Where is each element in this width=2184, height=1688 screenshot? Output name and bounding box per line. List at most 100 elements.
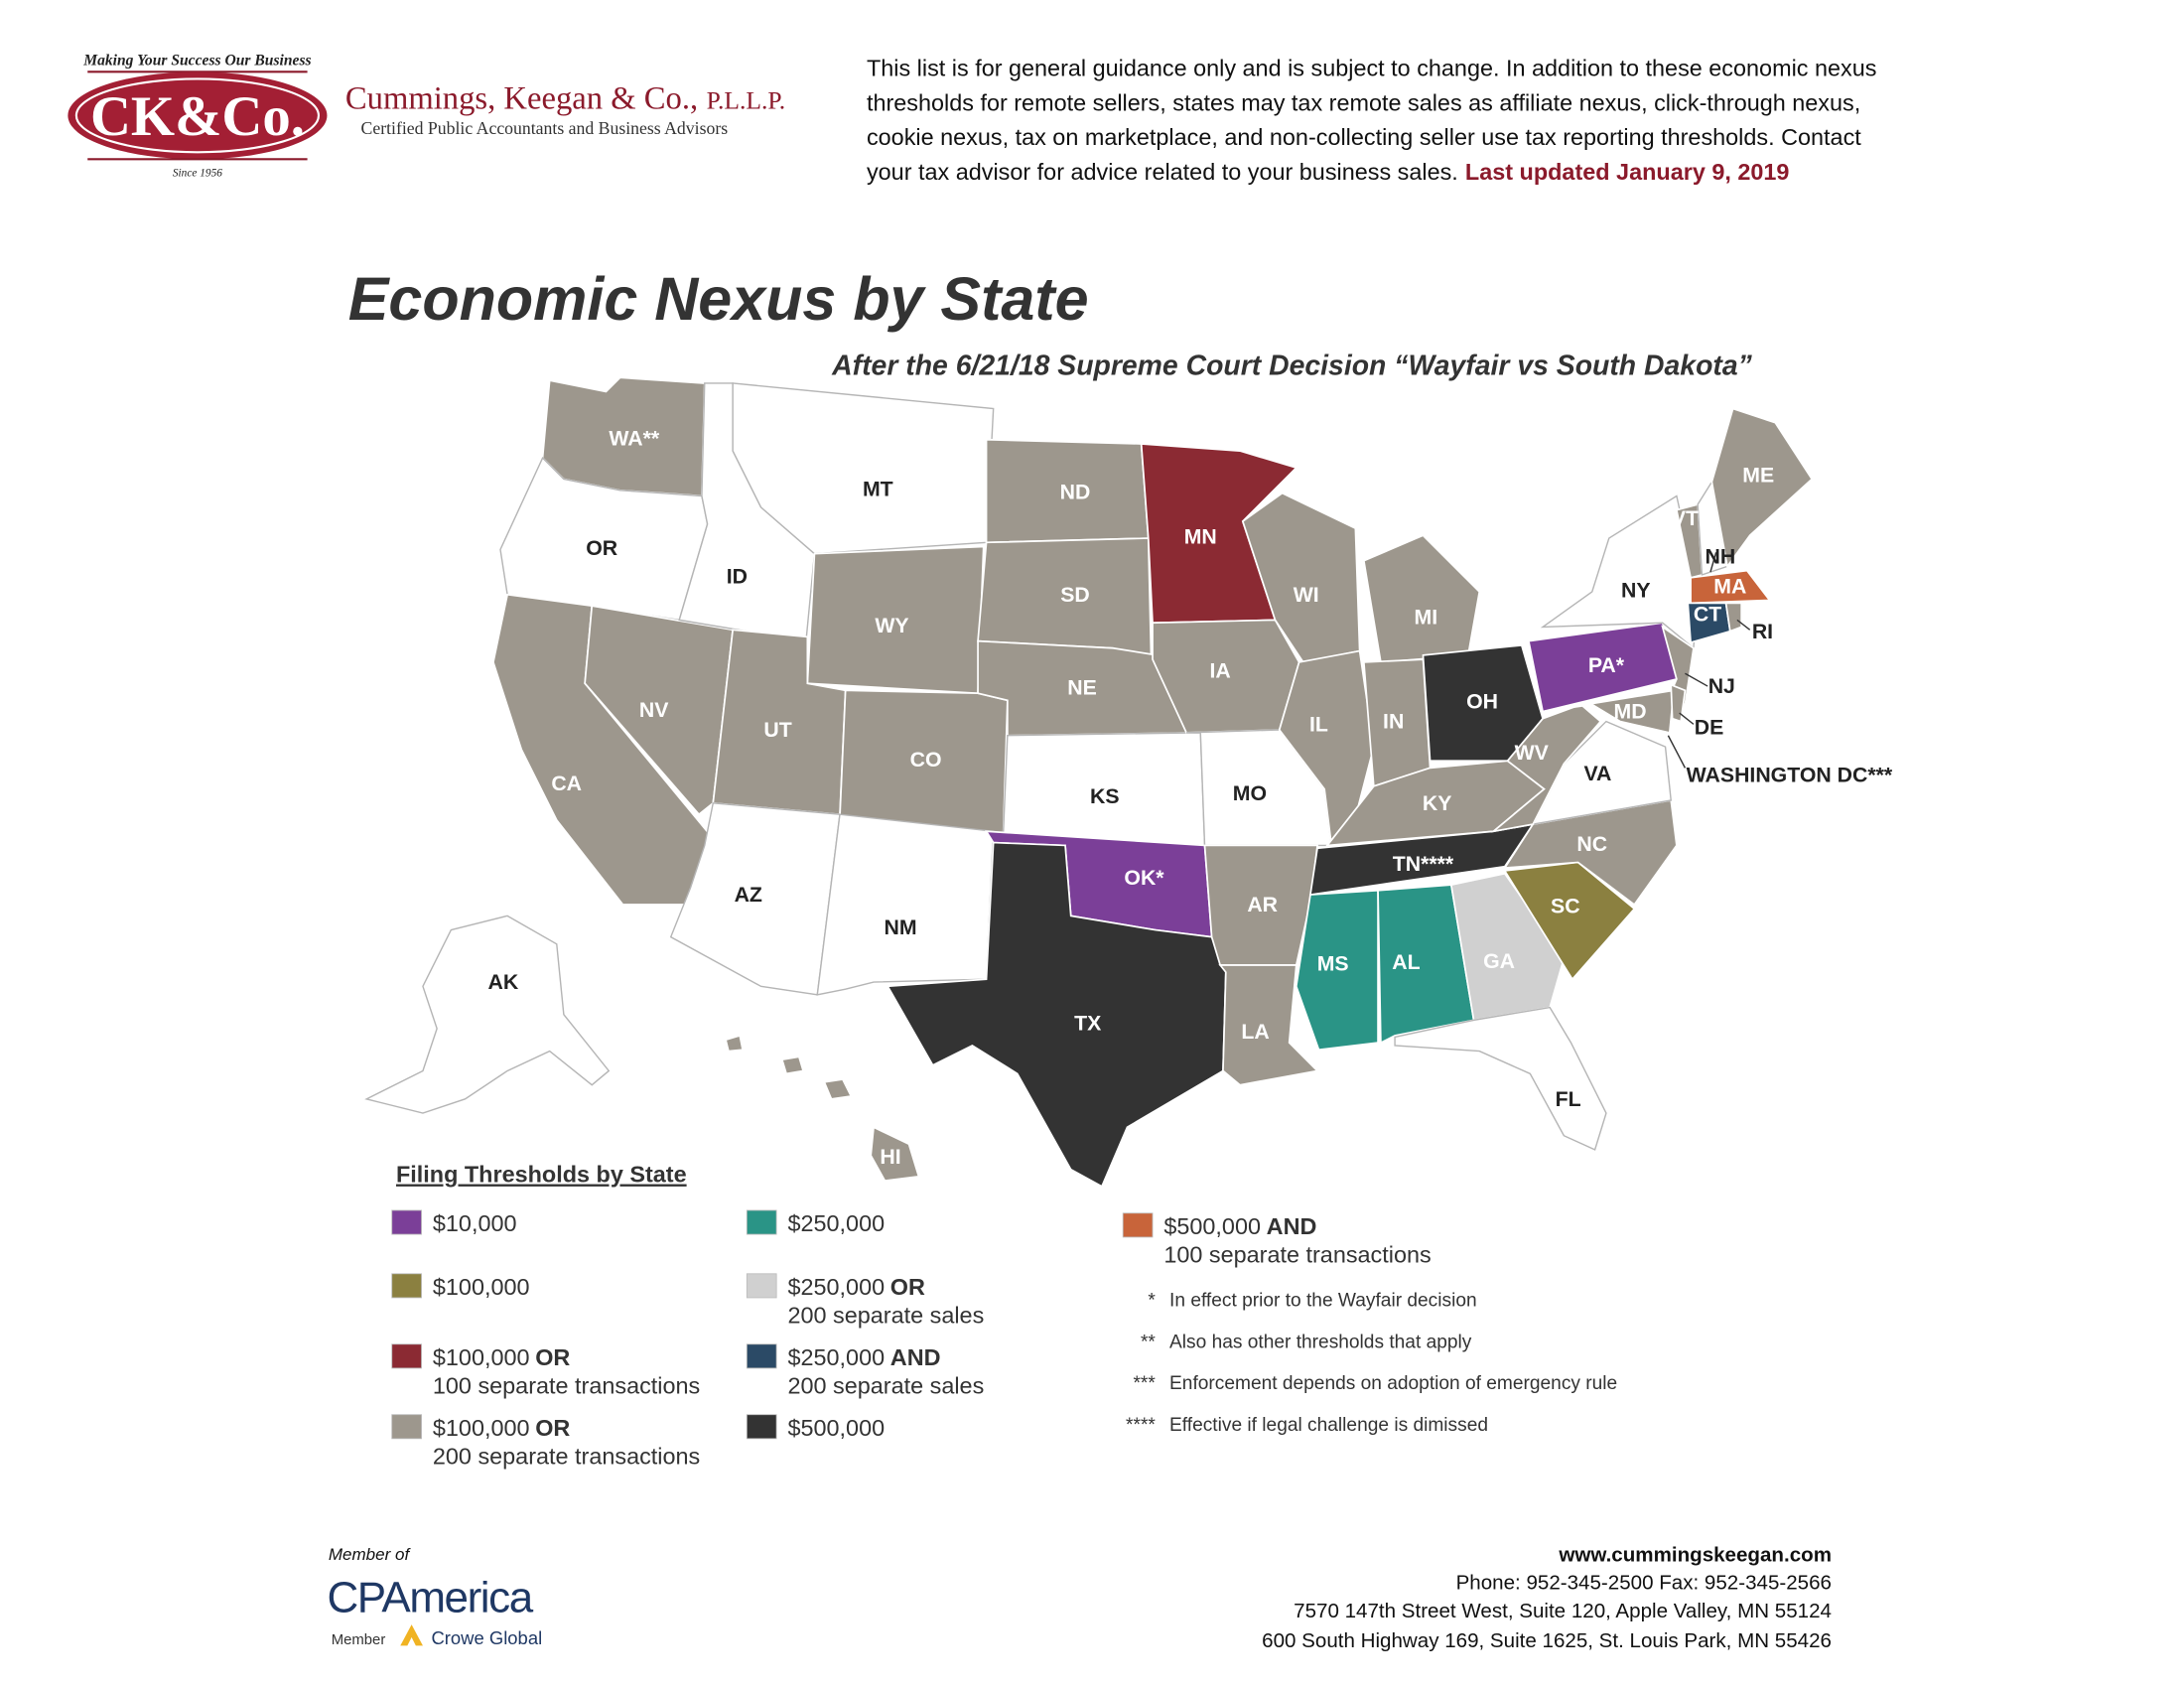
legend-swatch	[391, 1343, 422, 1369]
legend-connector: OR	[535, 1344, 570, 1370]
state-shape	[1724, 602, 1743, 633]
legend-detail: 100 separate transactions	[433, 1372, 700, 1398]
logo-tagline: Making Your Success Our Business	[82, 52, 311, 69]
disclaimer-line: cookie nexus, tax on marketplace, and no…	[867, 124, 1861, 150]
state-label: UT	[763, 718, 791, 742]
state-label: IL	[1309, 712, 1328, 736]
state-shape	[725, 1034, 745, 1053]
map-subtitle: After the 6/21/18 Supreme Court Decision…	[831, 350, 1752, 381]
state-label: AL	[1392, 950, 1420, 974]
state-shape	[780, 1055, 805, 1075]
state-shape	[1670, 683, 1687, 723]
state-shape	[1394, 1006, 1607, 1151]
state-shape	[1503, 861, 1636, 981]
state-label: ME	[1742, 463, 1774, 487]
legend-detail: 200 separate sales	[787, 1302, 984, 1328]
legend-swatch	[746, 1273, 777, 1299]
state-shape	[1542, 689, 1676, 734]
last-updated: Last updated January 9, 2019	[1465, 159, 1790, 185]
firm-suffix: P.L.L.P.	[707, 85, 785, 114]
state-shape	[1449, 872, 1566, 1022]
state-shape	[886, 841, 1227, 1189]
website: www.cummingskeegan.com	[1558, 1543, 1832, 1566]
state-label: OK*	[1124, 866, 1164, 890]
state-shape	[1218, 964, 1319, 1086]
disclaimer-line: thresholds for remote sellers, states ma…	[867, 89, 1860, 115]
leader-line	[1736, 619, 1751, 631]
legend-amount: $100,000	[433, 1274, 530, 1300]
legend-label: $250,000 OR	[787, 1274, 925, 1300]
legend-amount: $500,000	[1163, 1213, 1261, 1239]
state-shape	[1490, 703, 1602, 833]
footnote-marker: **	[1141, 1332, 1156, 1352]
logo-mark: CK&Co.	[90, 85, 305, 148]
footnotes: * In effect prior to the Wayfair decision…	[1126, 1290, 1617, 1436]
network-name: CPAmerica	[327, 1573, 533, 1621]
state-label: MD	[1614, 700, 1647, 724]
logo-since: Since 1956	[173, 167, 222, 179]
logo: Making Your Success Our Business CK&Co. …	[68, 52, 785, 179]
legend-amount: $250,000	[787, 1210, 885, 1236]
state-label: NH	[1706, 545, 1736, 569]
legend-swatch	[1122, 1212, 1154, 1238]
legend-detail: 200 separate transactions	[433, 1443, 700, 1469]
disclaimer-text: your tax advisor for advice related to y…	[867, 159, 1458, 185]
disclaimer-line: your tax advisor for advice related to y…	[867, 159, 1789, 185]
legend-label: $500,000 AND	[1163, 1213, 1316, 1239]
legend-label: $250,000	[787, 1210, 885, 1236]
phone: Phone: 952-345-2500 Fax: 952-345-2566	[1456, 1572, 1832, 1595]
legend-amount: $100,000	[433, 1415, 530, 1441]
legend-swatch	[746, 1343, 777, 1369]
footer: Member of CPAmerica Member Crowe Global …	[327, 1543, 1832, 1652]
legend-detail: 100 separate transactions	[1163, 1241, 1431, 1267]
legend-connector: AND	[890, 1344, 941, 1370]
legend-label: $100,000 OR	[433, 1344, 571, 1370]
state-label: NJ	[1708, 674, 1735, 698]
state-label: PA*	[1588, 653, 1625, 677]
state-label: KY	[1423, 791, 1452, 815]
state-label: TX	[1074, 1011, 1101, 1035]
state-label: CO	[910, 748, 942, 772]
legend-label: $250,000 AND	[787, 1344, 940, 1370]
state-label: KS	[1090, 784, 1120, 808]
state-label: AR	[1247, 893, 1278, 916]
state-shape	[1295, 889, 1379, 1052]
state-label: SC	[1551, 894, 1580, 917]
state-label: WI	[1294, 583, 1319, 607]
state-shape	[1362, 534, 1481, 663]
crowe-icon	[400, 1624, 423, 1646]
member-of: Member of	[329, 1545, 412, 1564]
legend-label: $10,000	[433, 1210, 517, 1236]
footnote-marker: ****	[1126, 1415, 1156, 1436]
state-label: NC	[1576, 832, 1607, 856]
legend-swatch	[391, 1273, 422, 1299]
state-shape	[816, 813, 995, 996]
state-shape	[364, 914, 611, 1114]
footnote-marker: *	[1148, 1290, 1156, 1311]
state-label: WASHINGTON DC***	[1687, 764, 1893, 787]
state-label: RI	[1752, 620, 1773, 643]
legend-amount: $10,000	[433, 1210, 517, 1236]
firm-services: Certified Public Accountants and Busines…	[361, 118, 729, 138]
legend-label: $500,000	[787, 1415, 885, 1441]
state-label: AZ	[735, 883, 762, 907]
state-shape	[823, 1078, 853, 1100]
disclaimer-text: This list is for general guidance only a…	[867, 56, 1876, 81]
state-label: ID	[727, 564, 748, 588]
legend-swatch	[391, 1209, 422, 1235]
firm-name-text: Cummings, Keegan & Co.,	[345, 80, 698, 116]
state-shape	[1710, 407, 1814, 569]
legend-connector: OR	[535, 1415, 570, 1441]
state-label: CA	[551, 772, 582, 795]
legend-amount: $100,000	[433, 1344, 530, 1370]
address: 7570 147th Street West, Suite 120, Apple…	[1294, 1600, 1832, 1622]
legend-connector: OR	[890, 1274, 925, 1300]
state-label: DE	[1695, 715, 1724, 739]
address: 600 South Highway 169, Suite 1625, St. L…	[1262, 1629, 1832, 1652]
state-label: WY	[875, 614, 908, 637]
state-label: WA**	[609, 426, 660, 450]
disclaimer-text: cookie nexus, tax on marketplace, and no…	[867, 124, 1861, 150]
